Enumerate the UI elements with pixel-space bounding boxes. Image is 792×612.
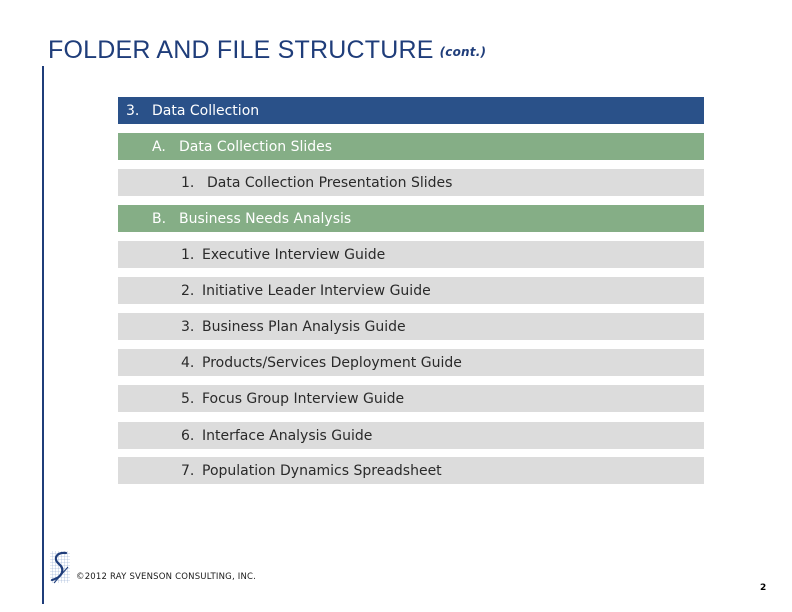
group-letter: B.: [152, 210, 167, 227]
item-number: 4.: [181, 354, 195, 371]
left-accent-line: [42, 66, 44, 604]
item-label: Focus Group Interview Guide: [202, 390, 405, 407]
item-number: 3.: [181, 318, 195, 335]
svenson-logo-icon: [50, 551, 70, 584]
item-label: Executive Interview Guide: [202, 246, 386, 263]
item-label: Business Plan Analysis Guide: [202, 318, 406, 335]
item-number: 7.: [181, 462, 195, 479]
item-label: Products/Services Deployment Guide: [202, 354, 462, 371]
item-label: Initiative Leader Interview Guide: [202, 282, 431, 299]
slide-title: FOLDER AND FILE STRUCTURE (cont.): [48, 36, 486, 65]
section-label: Data Collection: [152, 102, 260, 119]
item-business-plan-analysis-guide: 3. Business Plan Analysis Guide: [118, 313, 704, 340]
group-label: Data Collection Slides: [179, 138, 333, 155]
item-number: 6.: [181, 427, 195, 444]
item-focus-group-interview-guide: 5. Focus Group Interview Guide: [118, 385, 704, 412]
slide-footer: ©2012 RAY SVENSON CONSULTING, INC.: [49, 550, 256, 584]
group-business-needs-analysis: B. Business Needs Analysis: [118, 205, 704, 232]
section-number: 3.: [126, 102, 140, 119]
item-number: 1.: [181, 174, 195, 191]
item-population-dynamics-spreadsheet: 7. Population Dynamics Spreadsheet: [118, 457, 704, 484]
group-data-collection-slides: A. Data Collection Slides: [118, 133, 704, 160]
item-label: Population Dynamics Spreadsheet: [202, 462, 442, 479]
slide-title-cont: (cont.): [439, 45, 487, 59]
section-data-collection: 3. Data Collection: [118, 97, 704, 124]
item-executive-interview-guide: 1. Executive Interview Guide: [118, 241, 704, 268]
slide-title-text: FOLDER AND FILE STRUCTURE: [48, 36, 434, 64]
item-interface-analysis-guide: 6. Interface Analysis Guide: [118, 422, 704, 449]
page-number: 2: [760, 583, 767, 593]
group-label: Business Needs Analysis: [179, 210, 352, 227]
item-products-services-deployment-guide: 4. Products/Services Deployment Guide: [118, 349, 704, 376]
group-letter: A.: [152, 138, 166, 155]
item-number: 5.: [181, 390, 195, 407]
item-label: Data Collection Presentation Slides: [207, 174, 453, 191]
copyright-text: ©2012 RAY SVENSON CONSULTING, INC.: [76, 572, 257, 582]
item-number: 1.: [181, 246, 195, 263]
item-number: 2.: [181, 282, 195, 299]
item-initiative-leader-interview-guide: 2. Initiative Leader Interview Guide: [118, 277, 704, 304]
item-label: Interface Analysis Guide: [202, 427, 373, 444]
item-data-collection-presentation-slides: 1. Data Collection Presentation Slides: [118, 169, 704, 196]
